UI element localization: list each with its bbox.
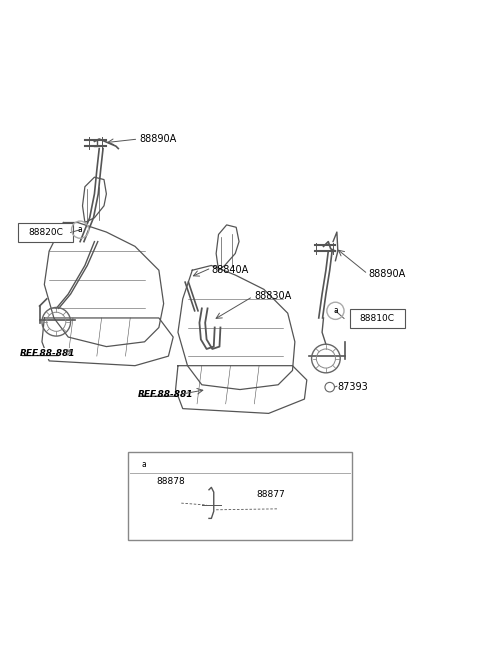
Text: 88810C: 88810C	[360, 314, 395, 323]
Text: a: a	[141, 460, 146, 469]
FancyBboxPatch shape	[18, 223, 73, 242]
Text: REF.88-881: REF.88-881	[137, 390, 193, 399]
Text: a: a	[333, 307, 338, 315]
Text: 88890A: 88890A	[369, 269, 406, 279]
Text: 88890A: 88890A	[140, 134, 177, 144]
Text: 88830A: 88830A	[254, 291, 291, 301]
Text: 87393: 87393	[338, 382, 369, 392]
Text: 88878: 88878	[156, 477, 185, 485]
FancyBboxPatch shape	[128, 451, 352, 540]
Text: 88877: 88877	[257, 490, 286, 499]
Text: a: a	[78, 225, 83, 234]
Text: 88840A: 88840A	[211, 265, 249, 275]
Text: REF.88-881: REF.88-881	[20, 349, 75, 358]
Text: 88820C: 88820C	[28, 228, 63, 237]
FancyBboxPatch shape	[350, 309, 405, 328]
